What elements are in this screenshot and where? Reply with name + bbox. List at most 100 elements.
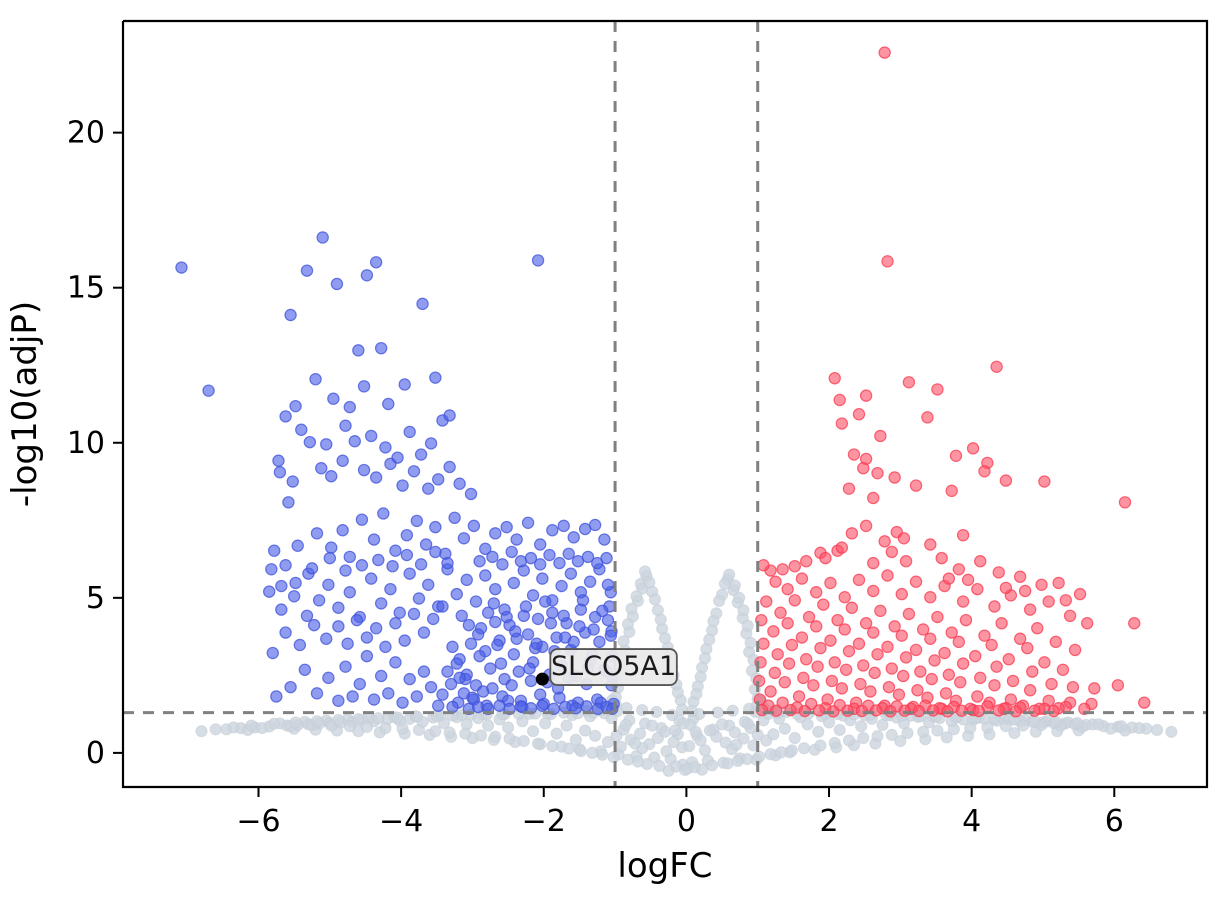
point-upregulated	[885, 545, 898, 559]
point-downregulated	[322, 578, 335, 592]
point-downregulated	[332, 601, 345, 614]
point-downregulated	[263, 585, 276, 598]
point-downregulated	[416, 297, 429, 311]
point-nonsignificant	[474, 729, 488, 742]
point-downregulated	[382, 687, 395, 700]
point-downregulated	[558, 631, 572, 644]
point-downregulated	[505, 545, 518, 559]
point-upregulated	[999, 581, 1013, 595]
point-nonsignificant	[1115, 720, 1128, 733]
point-nonsignificant	[489, 730, 502, 743]
point-nonsignificant	[690, 687, 703, 701]
point-downregulated	[330, 277, 344, 291]
point-upregulated	[760, 595, 773, 608]
point-downregulated	[534, 538, 547, 551]
point-upregulated	[1013, 632, 1027, 645]
point-nonsignificant	[842, 734, 856, 747]
point-downregulated	[429, 545, 442, 559]
point-downregulated	[484, 662, 497, 675]
point-downregulated	[403, 672, 416, 686]
point-upregulated	[898, 704, 911, 717]
point-upregulated	[985, 638, 998, 652]
point-nonsignificant	[775, 746, 788, 759]
point-upregulated	[995, 617, 1008, 630]
point-upregulated	[1035, 578, 1048, 592]
point-nonsignificant	[705, 759, 719, 772]
point-downregulated	[393, 606, 406, 619]
point-downregulated	[526, 589, 540, 602]
point-downregulated	[521, 628, 535, 641]
point-downregulated	[464, 487, 478, 501]
point-upregulated	[1018, 584, 1032, 598]
point-downregulated	[417, 665, 431, 678]
highlighted-gene-dot	[535, 672, 549, 686]
point-downregulated	[536, 699, 549, 712]
point-nonsignificant	[833, 723, 846, 737]
point-upregulated	[778, 675, 792, 689]
point-downregulated	[374, 597, 388, 610]
point-upregulated	[988, 679, 1001, 692]
point-downregulated	[367, 533, 381, 546]
point-downregulated	[446, 640, 459, 654]
point-downregulated	[284, 308, 297, 322]
point-downregulated	[266, 646, 279, 660]
point-nonsignificant	[410, 710, 423, 723]
point-downregulated	[272, 454, 285, 467]
gene-label-box	[549, 648, 678, 686]
point-downregulated	[604, 629, 618, 642]
point-upregulated	[842, 644, 856, 658]
point-downregulated	[400, 528, 414, 542]
point-downregulated	[379, 640, 392, 654]
point-upregulated	[961, 573, 975, 587]
point-downregulated	[414, 558, 428, 571]
gene-annotation[interactable]: SLCO5A1	[535, 648, 678, 686]
point-downregulated	[360, 631, 374, 644]
point-downregulated	[320, 632, 333, 645]
point-nonsignificant	[1092, 718, 1105, 731]
point-downregulated	[427, 612, 440, 626]
point-downregulated	[400, 548, 414, 562]
point-upregulated	[800, 555, 813, 568]
point-nonsignificant	[964, 721, 977, 735]
point-downregulated	[512, 665, 526, 678]
point-nonsignificant	[917, 725, 930, 738]
point-downregulated	[509, 625, 522, 638]
point-upregulated	[838, 623, 851, 636]
point-upregulated	[767, 625, 780, 638]
point-downregulated	[448, 511, 461, 525]
point-upregulated	[966, 442, 980, 455]
point-upregulated	[802, 610, 816, 624]
point-nonsignificant	[574, 744, 587, 758]
point-downregulated	[567, 531, 580, 544]
point-nonsignificant	[245, 719, 258, 732]
point-downregulated	[414, 448, 428, 461]
point-upregulated	[839, 663, 853, 676]
point-nonsignificant	[617, 635, 630, 648]
point-downregulated	[293, 638, 307, 652]
point-downregulated	[429, 520, 442, 534]
point-downregulated	[325, 541, 338, 554]
point-downregulated	[471, 628, 485, 641]
point-upregulated	[828, 372, 841, 385]
point-downregulated	[339, 419, 352, 432]
point-nonsignificant	[589, 729, 602, 742]
point-downregulated	[507, 576, 521, 590]
point-upregulated	[955, 704, 968, 717]
point-nonsignificant	[503, 732, 516, 745]
point-upregulated	[847, 448, 861, 461]
point-upregulated	[1052, 576, 1065, 590]
point-downregulated	[510, 533, 523, 546]
point-nonsignificant	[526, 725, 540, 738]
point-upregulated	[971, 690, 984, 703]
point-downregulated	[471, 700, 485, 714]
point-upregulated	[895, 587, 908, 601]
point-downregulated	[446, 700, 459, 714]
point-nonsignificant	[728, 726, 741, 739]
point-downregulated	[327, 392, 340, 405]
y-tick-label: 20	[67, 116, 105, 151]
point-downregulated	[553, 556, 566, 570]
point-nonsignificant	[671, 686, 684, 699]
point-downregulated	[279, 559, 292, 572]
point-nonsignificant	[1008, 726, 1021, 740]
point-nonsignificant	[828, 736, 841, 750]
